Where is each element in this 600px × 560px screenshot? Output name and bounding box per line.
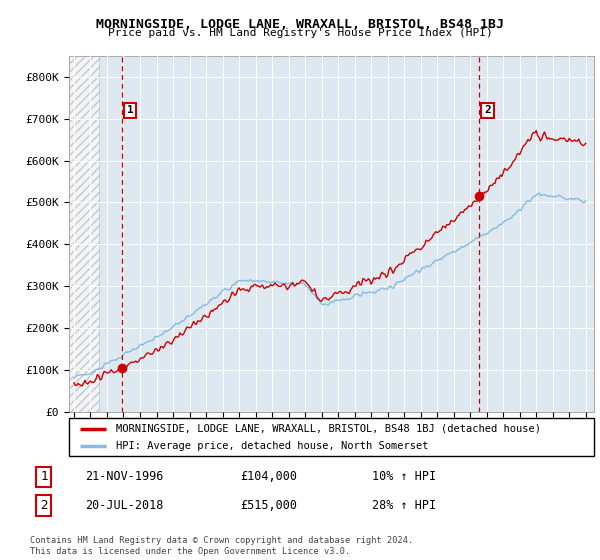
- Text: 20-JUL-2018: 20-JUL-2018: [85, 499, 164, 512]
- Text: MORNINGSIDE, LODGE LANE, WRAXALL, BRISTOL, BS48 1BJ: MORNINGSIDE, LODGE LANE, WRAXALL, BRISTO…: [96, 18, 504, 31]
- Bar: [69, 56, 99, 412]
- Text: HPI: Average price, detached house, North Somerset: HPI: Average price, detached house, Nort…: [116, 441, 429, 451]
- Text: Price paid vs. HM Land Registry's House Price Index (HPI): Price paid vs. HM Land Registry's House …: [107, 28, 493, 38]
- Text: 28% ↑ HPI: 28% ↑ HPI: [372, 499, 436, 512]
- Text: 21-NOV-1996: 21-NOV-1996: [85, 470, 164, 483]
- Text: 2: 2: [484, 105, 491, 115]
- Text: 2: 2: [40, 499, 47, 512]
- Text: 1: 1: [127, 105, 133, 115]
- Text: £104,000: £104,000: [240, 470, 297, 483]
- Text: 10% ↑ HPI: 10% ↑ HPI: [372, 470, 436, 483]
- Text: 1: 1: [40, 470, 47, 483]
- Text: £515,000: £515,000: [240, 499, 297, 512]
- Text: Contains HM Land Registry data © Crown copyright and database right 2024.
This d: Contains HM Land Registry data © Crown c…: [30, 536, 413, 556]
- Text: MORNINGSIDE, LODGE LANE, WRAXALL, BRISTOL, BS48 1BJ (detached house): MORNINGSIDE, LODGE LANE, WRAXALL, BRISTO…: [116, 424, 541, 434]
